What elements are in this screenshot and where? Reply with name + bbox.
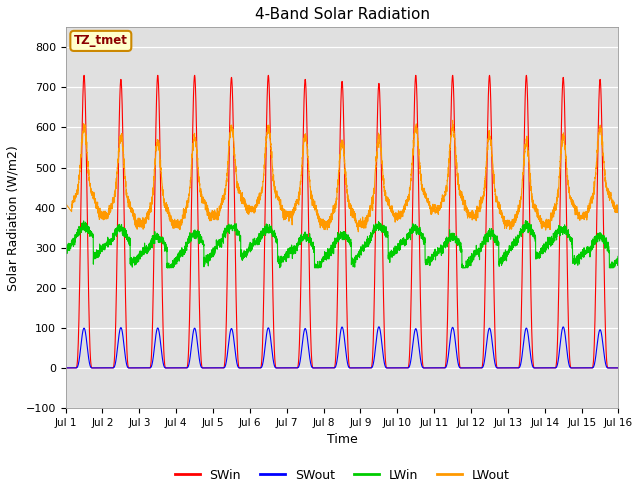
SWin [497,365,505,371]
LWin [614,259,621,265]
SWin [614,365,621,371]
LWout [449,118,456,123]
X-axis label: Time: Time [326,433,357,446]
SWin [61,365,69,371]
SWin [466,365,474,371]
Y-axis label: Solar Radiation (W/m2): Solar Radiation (W/m2) [7,145,20,290]
Legend: SWin, SWout, LWin, LWout: SWin, SWout, LWin, LWout [170,464,515,480]
LWin [61,248,69,253]
SWout [161,365,169,371]
LWout [161,204,169,210]
Line: SWin: SWin [65,75,618,368]
Line: LWout: LWout [65,120,618,232]
LWin [163,265,171,271]
LWout [497,212,505,218]
LWout [614,204,621,210]
SWout [375,324,383,330]
LWout [321,223,329,229]
LWin [497,259,505,265]
LWin [522,217,530,223]
SWout [61,365,69,371]
LWout [61,201,69,206]
SWout [497,365,505,371]
Line: SWout: SWout [65,327,618,368]
LWin [614,255,622,261]
SWin [80,72,88,78]
SWout [321,365,329,371]
LWin [161,241,169,247]
Line: LWin: LWin [65,220,618,268]
LWout [435,206,443,212]
Text: TZ_tmet: TZ_tmet [74,35,128,48]
LWout [355,229,362,235]
SWout [614,365,622,371]
SWout [614,365,621,371]
LWin [321,253,329,259]
SWin [614,365,622,371]
LWin [466,258,474,264]
SWout [435,365,443,371]
SWin [321,365,329,371]
SWin [435,365,443,371]
LWout [466,215,474,220]
Title: 4-Band Solar Radiation: 4-Band Solar Radiation [255,7,429,22]
SWout [466,365,474,371]
LWin [435,245,443,251]
SWin [161,364,169,370]
LWout [614,204,622,210]
